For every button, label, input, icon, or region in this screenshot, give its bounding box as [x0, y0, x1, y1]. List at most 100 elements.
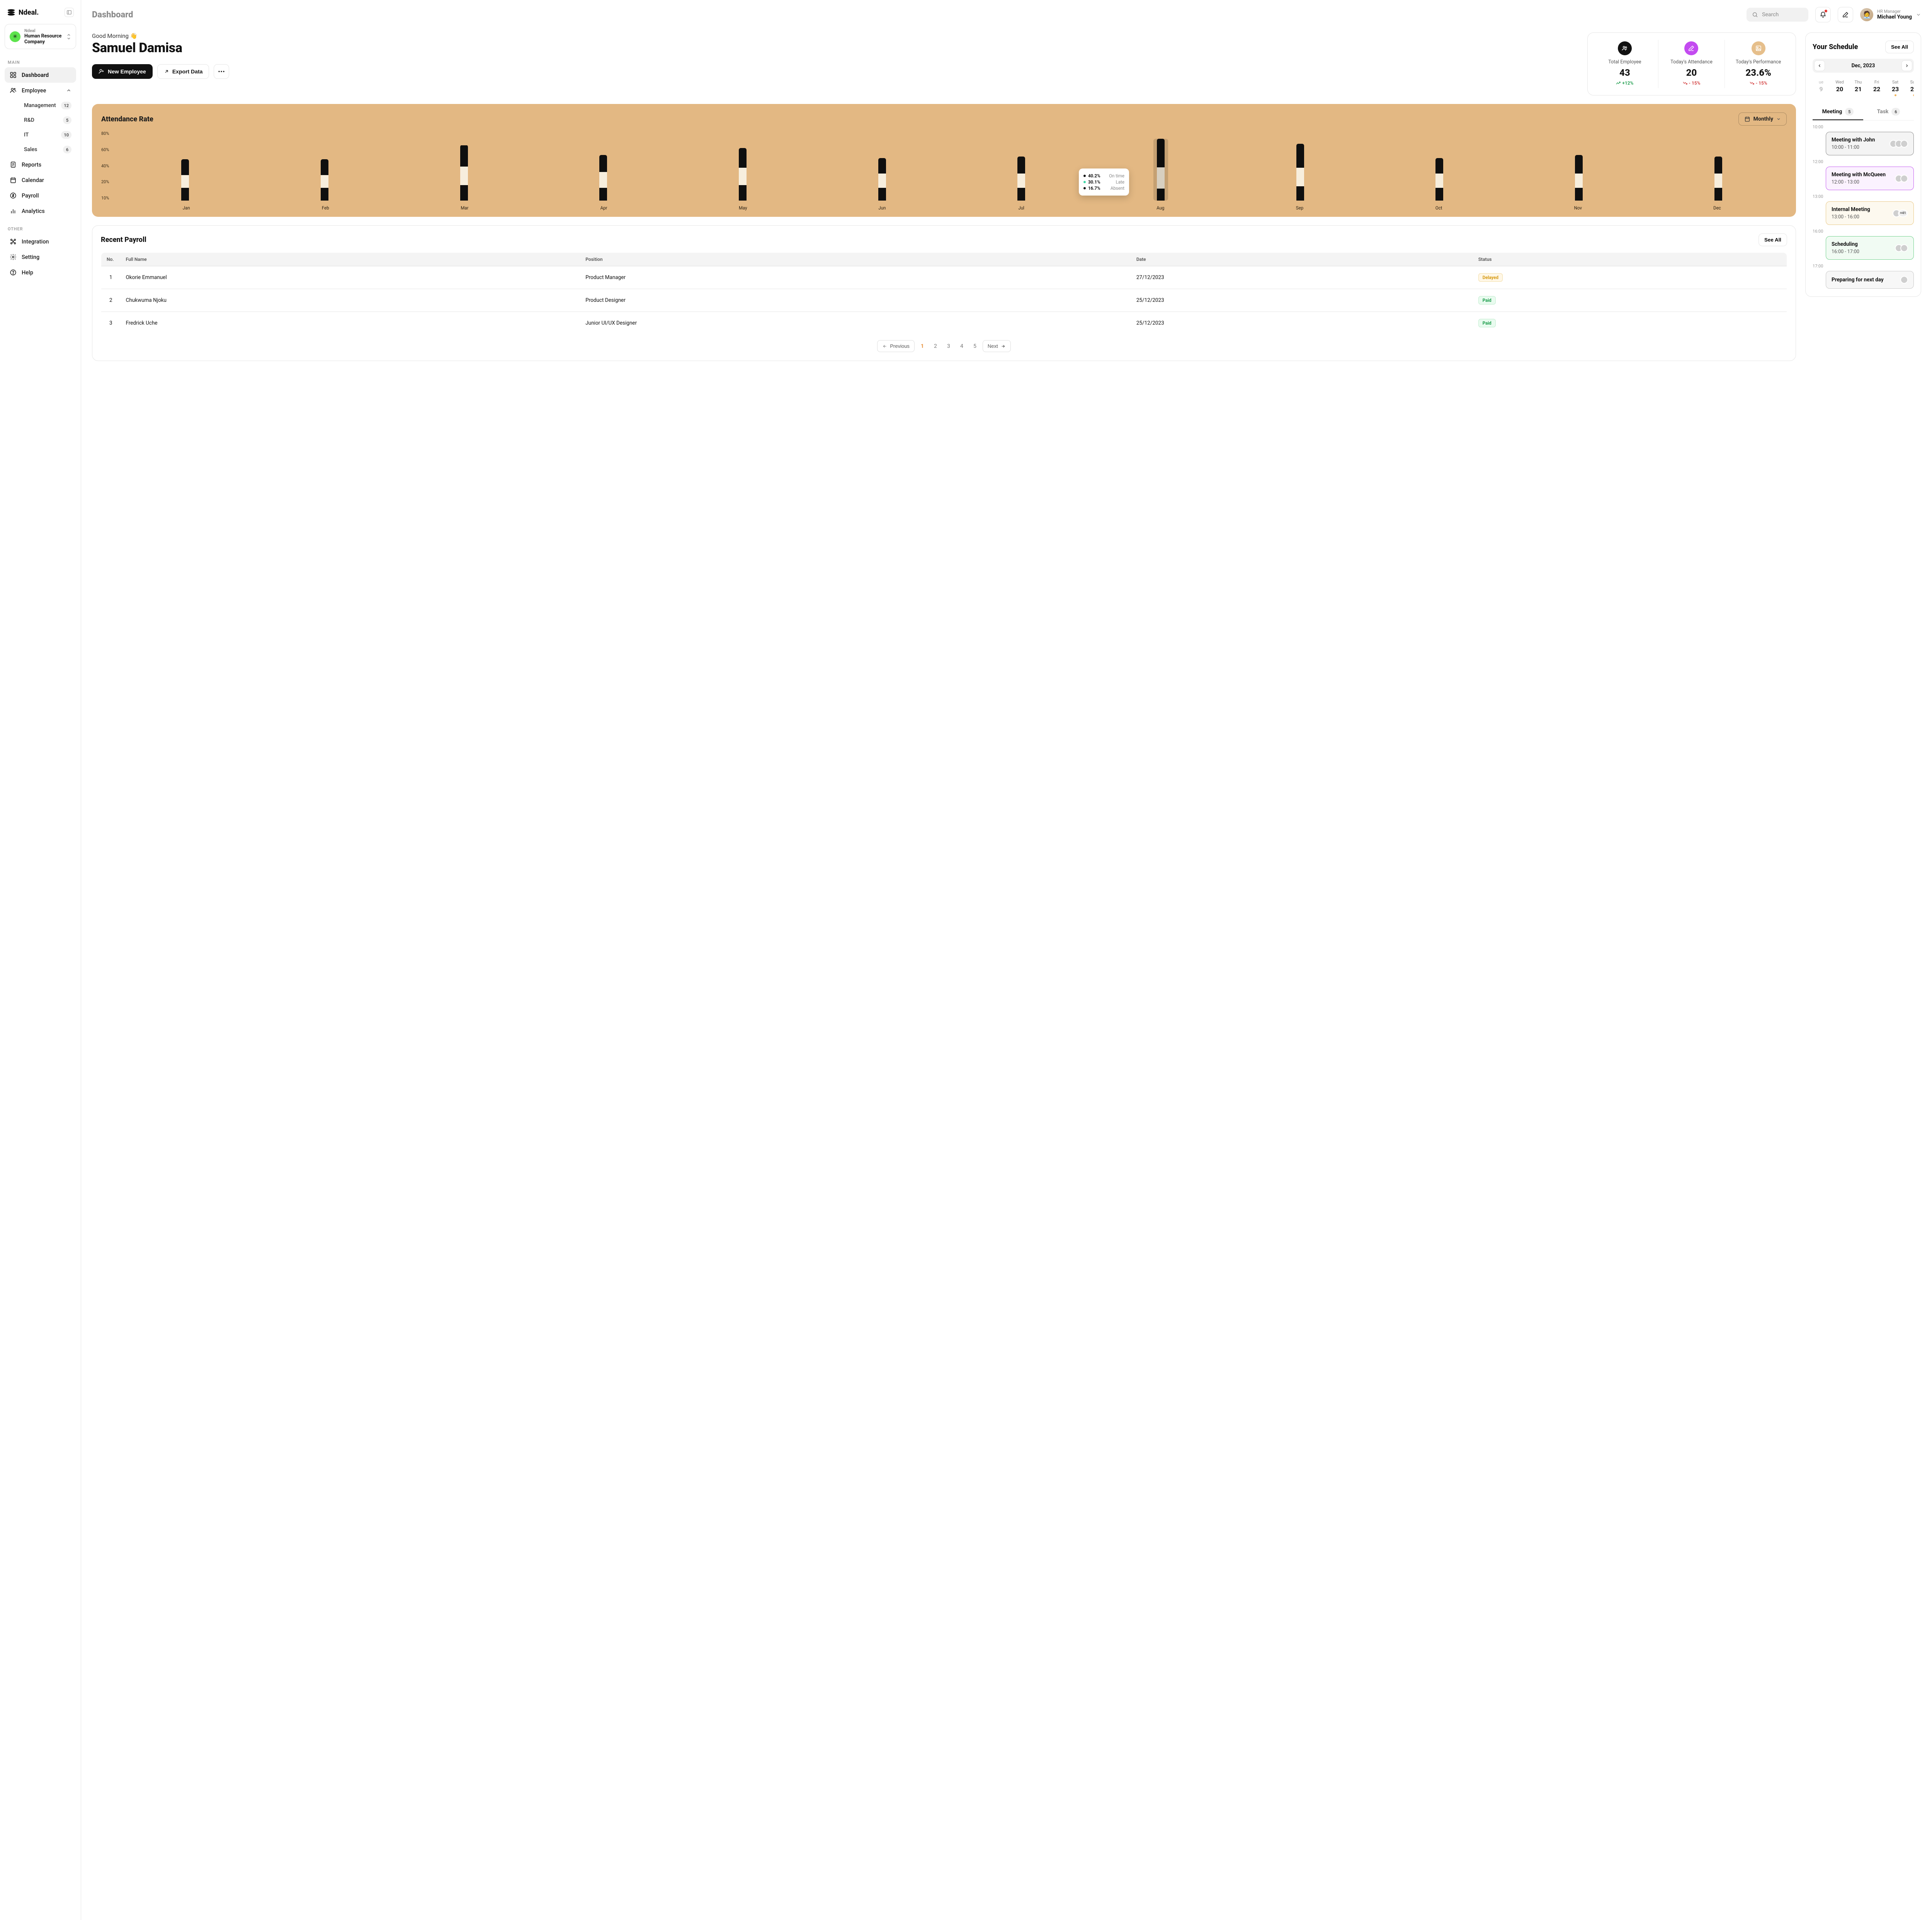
- schedule-event[interactable]: Preparing for next day: [1826, 271, 1914, 289]
- kpi-item: Total Employee 43 +12%: [1592, 40, 1658, 88]
- topbar: Dashboard Search 🧑‍💼 HR Manager Michael …: [81, 0, 1932, 29]
- day-number: 21: [1850, 85, 1867, 93]
- calendar-day[interactable]: Sun 24: [1905, 78, 1914, 98]
- period-label: Monthly: [1753, 116, 1773, 122]
- bar-column[interactable]: [256, 159, 393, 201]
- days-row: ue 9 Wed 20 Thu 21 Fri 22 Sat 23 Sun 24 …: [1813, 78, 1914, 98]
- bar-column[interactable]: [1231, 144, 1369, 201]
- page-number[interactable]: 1: [917, 340, 928, 352]
- brand-name: Ndeal.: [19, 9, 39, 17]
- table-row[interactable]: 3 Fredrick Uche Junior UI/UX Designer 25…: [101, 312, 1787, 335]
- sidebar-collapse-button[interactable]: [65, 8, 74, 17]
- event-title: Preparing for next day: [1832, 277, 1884, 283]
- employee-submenu: Management12 R&D5 IT10 Sales6: [5, 98, 76, 157]
- event-avatars: [1903, 276, 1908, 284]
- sidebar-item-dashboard[interactable]: Dashboard: [5, 67, 76, 83]
- sidebar-item-rnd[interactable]: R&D5: [19, 113, 76, 128]
- notifications-button[interactable]: [1815, 7, 1831, 22]
- see-all-button[interactable]: See All: [1885, 41, 1914, 53]
- table-pager: Previous12345Next: [101, 335, 1787, 353]
- bar-column[interactable]: [535, 155, 672, 201]
- more-actions-button[interactable]: [214, 64, 229, 79]
- next-page-button[interactable]: Next: [983, 340, 1011, 352]
- avatar: 🧑‍💼: [1860, 8, 1873, 21]
- time-slot-label: 12:00: [1813, 159, 1914, 164]
- greeting-block: Good Morning 👋 Samuel Damisa New Employe…: [92, 32, 1578, 79]
- page-number[interactable]: 2: [930, 340, 941, 352]
- schedule-event[interactable]: Meeting with John 10:00 - 11:00: [1826, 132, 1914, 155]
- bar-column[interactable]: [674, 148, 811, 201]
- bar-column[interactable]: [953, 157, 1090, 201]
- page-number[interactable]: 4: [956, 340, 967, 352]
- day-of-week: Sat: [1887, 80, 1904, 85]
- new-employee-button[interactable]: New Employee: [92, 64, 153, 79]
- search-input[interactable]: Search: [1747, 8, 1808, 22]
- sidebar-item-management[interactable]: Management12: [19, 98, 76, 113]
- avatar: [1900, 276, 1908, 284]
- page-number[interactable]: 3: [943, 340, 954, 352]
- users-icon: [9, 87, 17, 94]
- count-badge: 6: [63, 146, 71, 153]
- sidebar-item-integration[interactable]: Integration: [5, 234, 76, 249]
- user-role: HR Manager: [1877, 9, 1912, 14]
- sidebar-item-help[interactable]: Help: [5, 265, 76, 280]
- table-row[interactable]: 2 Chukwuma Njoku Product Designer 25/12/…: [101, 289, 1787, 312]
- schedule-event[interactable]: Internal Meeting 13:00 - 16:00+41: [1826, 201, 1914, 225]
- tab-task[interactable]: Task 6: [1863, 104, 1914, 120]
- sidebar-item-payroll[interactable]: Payroll: [5, 188, 76, 203]
- kpi-icon: [1752, 41, 1765, 55]
- table-row[interactable]: 1 Okorie Emmanuel Product Manager 27/12/…: [101, 266, 1787, 289]
- calendar-day[interactable]: Wed 20: [1831, 78, 1848, 98]
- chart-period-select[interactable]: Monthly: [1738, 112, 1787, 126]
- prev-page-button[interactable]: Previous: [877, 340, 915, 352]
- day-number: 22: [1868, 85, 1885, 93]
- calendar-day[interactable]: ue 9: [1813, 78, 1830, 98]
- avatar-more: +41: [1898, 209, 1908, 217]
- schedule-event[interactable]: Meeting with McQueen 12:00 - 13:00: [1826, 167, 1914, 190]
- see-all-button[interactable]: See All: [1759, 233, 1787, 246]
- time-slot-label: 13:00: [1813, 194, 1914, 199]
- sidebar-item-setting[interactable]: Setting: [5, 249, 76, 265]
- bar-column[interactable]: [117, 159, 254, 201]
- sidebar-item-it[interactable]: IT10: [19, 128, 76, 142]
- count-badge: 5: [1845, 108, 1854, 116]
- schedule-tabs: Meeting 5 Task 6: [1813, 104, 1914, 121]
- bar-column[interactable]: [395, 145, 532, 201]
- bar-column[interactable]: [1650, 157, 1787, 201]
- count-badge: 12: [61, 102, 71, 109]
- calendar-day[interactable]: Fri 22: [1868, 78, 1885, 98]
- day-of-week: Thu: [1850, 80, 1867, 85]
- schedule-event[interactable]: Scheduling 16:00 - 17:00: [1826, 236, 1914, 260]
- sidebar-item-employee[interactable]: Employee: [5, 83, 76, 98]
- tab-meeting[interactable]: Meeting 5: [1813, 104, 1863, 120]
- cell-name: Chukwuma Njoku: [121, 289, 580, 312]
- export-button[interactable]: Export Data: [157, 64, 209, 79]
- page-number[interactable]: 5: [969, 340, 980, 352]
- calendar-day[interactable]: Sat 23: [1887, 78, 1904, 98]
- event-avatars: [1897, 175, 1908, 182]
- sidebar-item-sales[interactable]: Sales6: [19, 142, 76, 157]
- calendar-day[interactable]: Thu 21: [1850, 78, 1867, 98]
- cell-no: 2: [101, 289, 121, 312]
- user-menu[interactable]: 🧑‍💼 HR Manager Michael Young: [1860, 8, 1921, 21]
- time-slot-label: 17:00: [1813, 264, 1914, 269]
- workspace-switcher[interactable]: ✳ Ndeal Human Resource Company: [5, 24, 76, 49]
- event-time: 16:00 - 17:00: [1832, 249, 1859, 255]
- prev-month-button[interactable]: [1814, 60, 1825, 71]
- sidebar-item-calendar[interactable]: Calendar: [5, 172, 76, 188]
- cell-status: Delayed: [1473, 266, 1787, 289]
- attendance-chart-card: Attendance Rate Monthly 80%60%40%20%10%: [92, 104, 1796, 217]
- bar-column[interactable]: [1510, 155, 1648, 201]
- bar-column[interactable]: [1371, 158, 1508, 201]
- kpi-delta: - 15%: [1683, 80, 1701, 86]
- kpi-value: 20: [1662, 67, 1722, 78]
- avatar: [1900, 175, 1908, 182]
- sidebar-item-analytics[interactable]: Analytics: [5, 203, 76, 219]
- sidebar-item-reports[interactable]: Reports: [5, 157, 76, 172]
- bar-column[interactable]: [813, 158, 951, 201]
- nav-label: Help: [22, 269, 33, 276]
- compose-button[interactable]: [1838, 7, 1853, 22]
- notification-dot-icon: [1825, 10, 1827, 12]
- next-month-button[interactable]: [1901, 60, 1912, 71]
- brand-logo[interactable]: Ndeal.: [7, 8, 39, 17]
